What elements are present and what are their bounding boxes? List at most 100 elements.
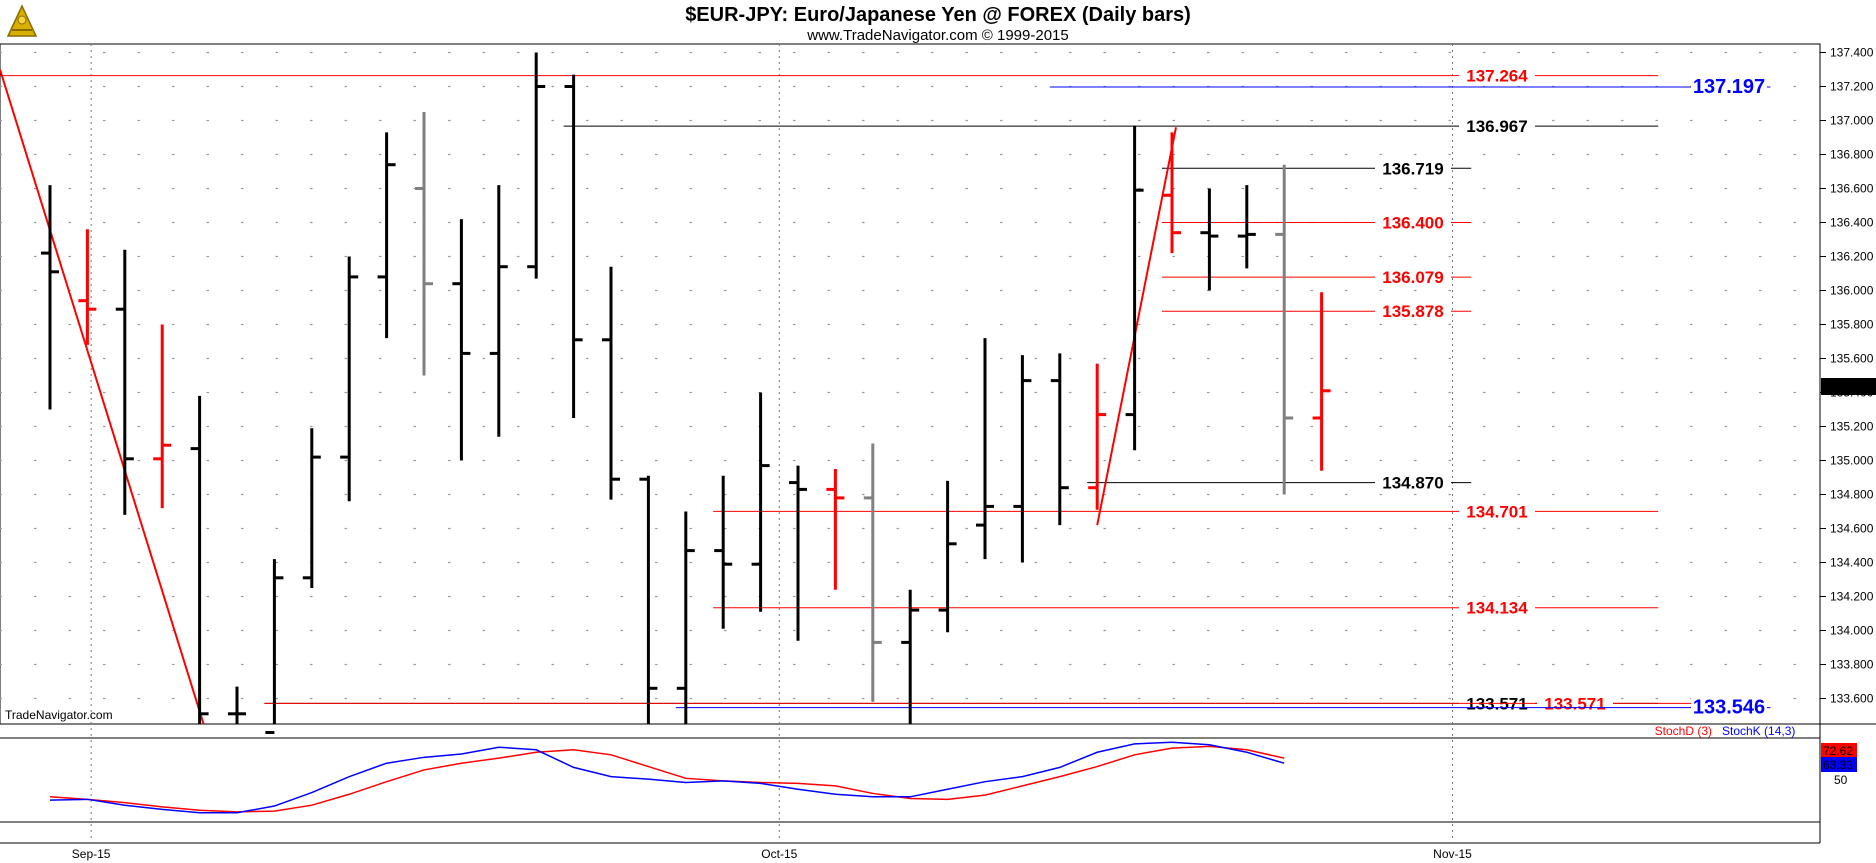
legend-stochk: StochK (14,3) — [1722, 724, 1795, 738]
level-label: 135.878 — [1382, 302, 1443, 321]
level-label-bg — [1691, 696, 1767, 717]
ohlc-bar — [415, 112, 433, 376]
ohlc-bar — [789, 465, 807, 641]
price-tick-label: 133.800 — [1830, 658, 1874, 672]
level-label-bg — [1459, 64, 1535, 85]
level-label: 136.719 — [1382, 159, 1443, 178]
level-label-bg — [1459, 500, 1535, 521]
ohlc-bar — [901, 589, 920, 724]
price-axis-ticks: 133.600 133.800 134.000 134.200 134.400 134.6… — [1820, 46, 1874, 706]
ohlc-bar — [489, 185, 508, 437]
watermark: TradeNavigator.com — [5, 708, 113, 722]
level-label-bg — [1375, 300, 1451, 321]
stochk-last-box — [1821, 757, 1857, 772]
level-label: 133.571 — [1544, 694, 1605, 713]
date-axis-ticks: Sep-15 Oct-15 Nov-15 — [72, 847, 1472, 861]
ohlc-bar — [863, 443, 882, 702]
ohlc-bar — [340, 256, 359, 502]
price-tick-label: 134.000 — [1830, 624, 1874, 638]
ohlc-bar — [377, 132, 396, 339]
level-label-bg — [1375, 157, 1451, 178]
ohlc-bar — [265, 559, 284, 734]
level-label: 137.264 — [1466, 67, 1528, 86]
price-tick-label: 134.800 — [1830, 488, 1874, 502]
level-label-bg — [1375, 266, 1451, 287]
price-tick-label: 136.800 — [1830, 148, 1874, 162]
last-price-box — [1821, 378, 1876, 395]
level-label-bg — [1459, 596, 1535, 617]
ohlc-bar — [452, 219, 471, 461]
ohlc-bar — [115, 249, 134, 515]
price-tick-label: 134.600 — [1830, 522, 1874, 536]
ohlc-bar — [78, 229, 97, 345]
price-tick-label: 136.200 — [1830, 250, 1874, 264]
ohlc-bar — [1088, 363, 1107, 510]
stochastic-lines — [49, 741, 1285, 814]
level-label-bg — [1375, 471, 1451, 492]
ohlc-bar — [1125, 125, 1144, 451]
trendline — [0, 69, 205, 725]
ohlc-bar — [1200, 188, 1219, 291]
level-label-bg — [1459, 115, 1535, 136]
price-tick-label: 133.600 — [1830, 692, 1874, 706]
price-tick-label: 135.800 — [1830, 318, 1874, 332]
price-tick-label: 136.000 — [1830, 284, 1874, 298]
ohlc-bar — [1312, 292, 1331, 471]
price-tick-label: 136.600 — [1830, 182, 1874, 196]
ohlc-bar — [228, 686, 246, 724]
level-label: 134.701 — [1466, 502, 1527, 521]
trendline — [1096, 127, 1177, 526]
ohlc-bar — [938, 480, 957, 633]
stochk-line — [49, 741, 1285, 814]
chart-title: $EUR-JPY: Euro/Japanese Yen @ FOREX (Dai… — [685, 4, 1191, 26]
ohlc-bar — [564, 74, 583, 418]
ohlc-bar — [1237, 185, 1256, 269]
date-tick-label: Sep-15 — [72, 847, 111, 861]
legend-stochd: StochD (3) — [1655, 724, 1712, 738]
gridlines — [0, 44, 1821, 843]
chart-subtitle: www.TradeNavigator.com © 1999-2015 — [806, 27, 1068, 44]
ohlc-bar — [153, 324, 172, 509]
price-tick-label: 135.200 — [1830, 420, 1874, 434]
stochd-line — [49, 745, 1285, 813]
last-price-label: 135.409 — [1823, 380, 1867, 394]
level-label: 134.134 — [1466, 599, 1528, 618]
ohlc-bar — [1050, 353, 1069, 526]
ohlc-bar — [302, 428, 321, 588]
price-tick-label: 134.200 — [1830, 590, 1874, 604]
ohlc-bar — [41, 185, 59, 410]
level-label: 134.870 — [1382, 474, 1443, 493]
price-tick-label: 134.400 — [1830, 556, 1874, 570]
ohlc-bar — [714, 475, 733, 629]
level-lines: 137.264 137.197 136.967 136.719 136.400 136.0… — [0, 64, 1771, 719]
trade-navigator-logo-icon — [2, 2, 42, 42]
price-tick-label: 135.600 — [1830, 352, 1874, 366]
trendlines — [0, 69, 1177, 725]
stochd-last-label: 72.62 — [1823, 744, 1853, 758]
ohlc-bar — [1163, 132, 1181, 254]
price-bars — [41, 52, 1331, 734]
ohlc-bar — [1013, 355, 1032, 563]
stochk-last-label: 63.33 — [1823, 758, 1853, 772]
price-tick-label: 137.000 — [1830, 114, 1874, 128]
ohlc-bar — [190, 395, 209, 724]
level-label-bg — [1375, 211, 1451, 232]
ohlc-bar — [976, 338, 994, 560]
price-tick-label: 137.400 — [1830, 46, 1874, 60]
stoch-tick-50: 50 — [1834, 773, 1848, 787]
ohlc-bar — [527, 52, 546, 279]
price-tick-label: 135.000 — [1830, 454, 1874, 468]
ohlc-bar — [751, 392, 770, 612]
date-tick-label: Oct-15 — [761, 847, 797, 861]
level-label: 133.546 — [1693, 697, 1765, 719]
ohlc-bar — [1275, 164, 1294, 495]
ohlc-bar — [639, 475, 658, 724]
ohlc-bar — [676, 511, 695, 724]
level-label: 136.967 — [1466, 117, 1527, 136]
date-tick-label: Nov-15 — [1433, 847, 1472, 861]
level-label: 136.079 — [1382, 268, 1443, 287]
ohlc-bar — [602, 266, 620, 500]
ohlc-bar — [826, 469, 845, 590]
price-tick-label: 136.400 — [1830, 216, 1874, 230]
